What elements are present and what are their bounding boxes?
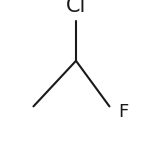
Text: F: F	[118, 103, 128, 121]
Text: Cl: Cl	[66, 0, 86, 16]
